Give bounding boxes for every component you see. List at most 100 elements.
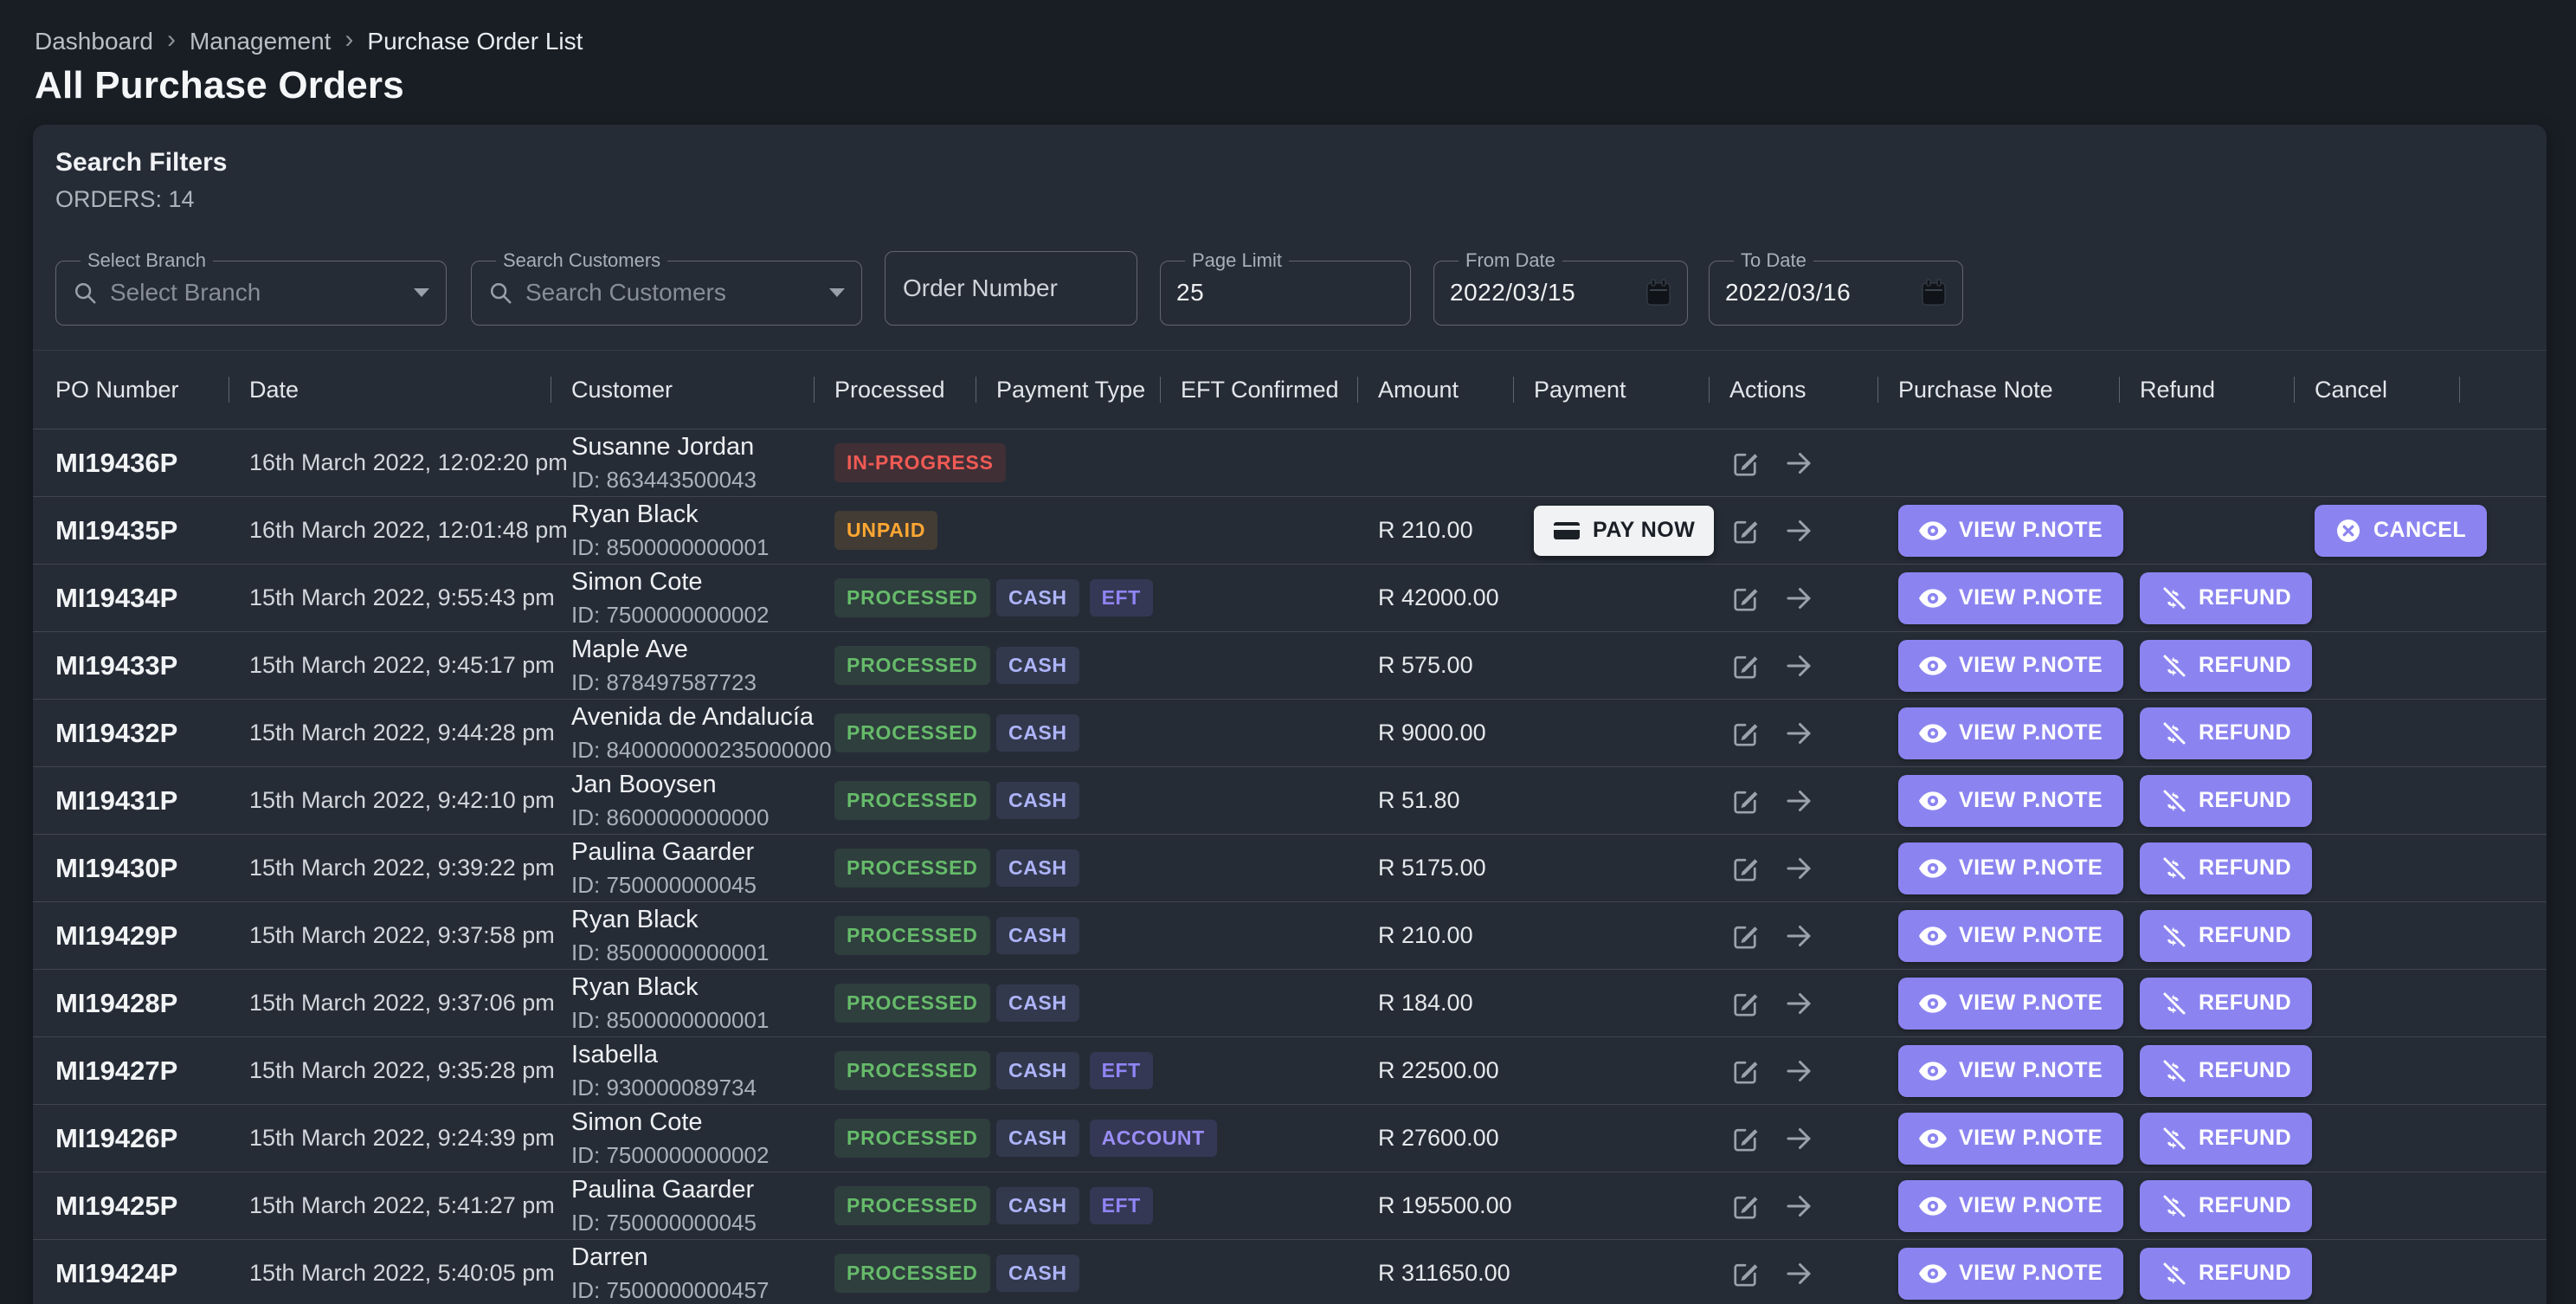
view-pnote-button[interactable]: VIEW P.NOTE (1898, 774, 2124, 827)
edit-button[interactable] (1729, 785, 1761, 817)
edit-button[interactable] (1729, 583, 1761, 614)
credit-card-icon (1554, 521, 1580, 539)
refund-button[interactable]: $ REFUND (2140, 842, 2313, 894)
refund-button[interactable]: $ REFUND (2140, 639, 2313, 692)
edit-icon (1734, 1263, 1758, 1287)
to-date-input[interactable]: To Date 2022/03/16 (1709, 251, 1963, 326)
customer-id: ID: 7500000000002 (571, 1141, 770, 1168)
open-order-button[interactable] (1783, 1123, 1814, 1154)
refund-button[interactable]: $ REFUND (2140, 774, 2313, 827)
edit-button[interactable] (1729, 988, 1761, 1019)
open-order-button[interactable] (1783, 650, 1814, 681)
status-badge: PROCESSED (834, 1254, 990, 1293)
refund-cell: $ REFUND (2119, 1179, 2313, 1232)
payment-type-chip: CASH (996, 1120, 1079, 1157)
chevron-down-icon[interactable] (828, 287, 846, 298)
pay-now-button[interactable]: PAY NOW (1534, 505, 1715, 556)
status-badge: PROCESSED (834, 1119, 990, 1158)
refund-button[interactable]: $ REFUND (2140, 1179, 2313, 1232)
customer-name: Avenida de Andalucía (571, 702, 815, 731)
open-order-button[interactable] (1783, 1191, 1814, 1222)
calendar-icon[interactable] (1921, 279, 1947, 307)
payment-type-chips: CASH (976, 917, 1160, 954)
view-pnote-button[interactable]: VIEW P.NOTE (1898, 909, 2124, 962)
filters-row: Select Branch Select Branch Search Custo… (55, 251, 2547, 326)
edit-button[interactable] (1729, 650, 1761, 681)
view-pnote-button[interactable]: VIEW P.NOTE (1898, 1179, 2124, 1232)
edit-button[interactable] (1729, 718, 1761, 749)
view-pnote-button[interactable]: VIEW P.NOTE (1898, 842, 2124, 894)
po-number-cell: MI19424P (55, 1257, 178, 1288)
processed-cell: PROCESSED (814, 849, 990, 888)
page-limit-input[interactable]: Page Limit 25 (1160, 251, 1411, 326)
edit-button[interactable] (1729, 515, 1761, 546)
refund-button[interactable]: $ REFUND (2140, 571, 2313, 624)
refund-cell: $ REFUND (2119, 1112, 2313, 1165)
status-badge: PROCESSED (834, 578, 990, 617)
customer-cell: Darren ID: 7500000000457 (551, 1243, 814, 1304)
status-badge: PROCESSED (834, 1186, 990, 1225)
refund-button[interactable]: $ REFUND (2140, 1247, 2313, 1300)
open-order-button[interactable] (1783, 785, 1814, 817)
view-pnote-button[interactable]: VIEW P.NOTE (1898, 1247, 2124, 1300)
chevron-down-icon[interactable] (413, 287, 430, 298)
edit-button[interactable] (1729, 1191, 1761, 1222)
arrow-right-icon (1787, 1060, 1811, 1081)
refund-button[interactable]: $ REFUND (2140, 977, 2313, 1030)
customer-name: Ryan Black (571, 500, 699, 528)
edit-button[interactable] (1729, 1258, 1761, 1289)
open-order-button[interactable] (1783, 1258, 1814, 1289)
breadcrumb-item-management[interactable]: Management (189, 28, 332, 55)
edit-button[interactable] (1729, 1123, 1761, 1154)
open-order-button[interactable] (1783, 920, 1814, 952)
refund-label: REFUND (2199, 1261, 2292, 1285)
customer-cell: Ryan Black ID: 8500000000001 (551, 500, 814, 561)
open-order-button[interactable] (1783, 988, 1814, 1019)
view-pnote-button[interactable]: VIEW P.NOTE (1898, 1112, 2124, 1165)
view-pnote-button[interactable]: VIEW P.NOTE (1898, 707, 2124, 759)
view-pnote-button[interactable]: VIEW P.NOTE (1898, 504, 2124, 557)
view-pnote-label: VIEW P.NOTE (1959, 518, 2103, 542)
open-order-button[interactable] (1783, 448, 1814, 479)
arrow-right-icon (1787, 1262, 1811, 1284)
amount-cell: R 575.00 (1378, 652, 1473, 678)
open-order-button[interactable] (1783, 515, 1814, 546)
actions-cell (1709, 853, 1877, 884)
actions-cell (1709, 1258, 1877, 1289)
open-order-button[interactable] (1783, 1055, 1814, 1087)
select-branch-select[interactable]: Select Branch Select Branch (55, 251, 447, 326)
table-row: MI19426P 15th March 2022, 9:24:39 pm Sim… (33, 1105, 2547, 1172)
table-row: MI19425P 15th March 2022, 5:41:27 pm Pau… (33, 1172, 2547, 1240)
edit-button[interactable] (1729, 853, 1761, 884)
open-order-button[interactable] (1783, 853, 1814, 884)
cancel-button[interactable]: CANCEL (2315, 504, 2488, 557)
view-pnote-label: VIEW P.NOTE (1959, 585, 2103, 610)
breadcrumb-separator-icon: › (345, 25, 354, 54)
refund-button[interactable]: $ REFUND (2140, 909, 2313, 962)
open-order-button[interactable] (1783, 718, 1814, 749)
edit-button[interactable] (1729, 920, 1761, 952)
refund-button[interactable]: $ REFUND (2140, 1112, 2313, 1165)
order-number-input[interactable]: Order Number (885, 251, 1137, 326)
view-pnote-button[interactable]: VIEW P.NOTE (1898, 1044, 2124, 1097)
column-header-refund: Refund (2119, 377, 2294, 403)
view-pnote-button[interactable]: VIEW P.NOTE (1898, 639, 2124, 692)
from-date-input[interactable]: From Date 2022/03/15 (1433, 251, 1688, 326)
breadcrumb: Dashboard › Management › Purchase Order … (35, 25, 2576, 55)
edit-button[interactable] (1729, 448, 1761, 479)
refund-button[interactable]: $ REFUND (2140, 1044, 2313, 1097)
open-order-button[interactable] (1783, 583, 1814, 614)
refund-label: REFUND (2199, 1058, 2292, 1082)
arrow-right-icon (1787, 1195, 1811, 1217)
search-customers-select[interactable]: Search Customers Search Customers (471, 251, 862, 326)
breadcrumb-item-dashboard[interactable]: Dashboard (35, 28, 153, 55)
calendar-icon[interactable] (1645, 279, 1671, 307)
date-cell: 15th March 2022, 9:45:17 pm (249, 652, 555, 678)
view-pnote-button[interactable]: VIEW P.NOTE (1898, 977, 2124, 1030)
view-pnote-button[interactable]: VIEW P.NOTE (1898, 571, 2124, 624)
refund-button[interactable]: $ REFUND (2140, 707, 2313, 759)
date-cell: 15th March 2022, 9:44:28 pm (249, 720, 555, 746)
edit-button[interactable] (1729, 1055, 1761, 1087)
select-branch-label: Select Branch (87, 249, 206, 271)
column-header-po-number: PO Number (55, 376, 179, 403)
